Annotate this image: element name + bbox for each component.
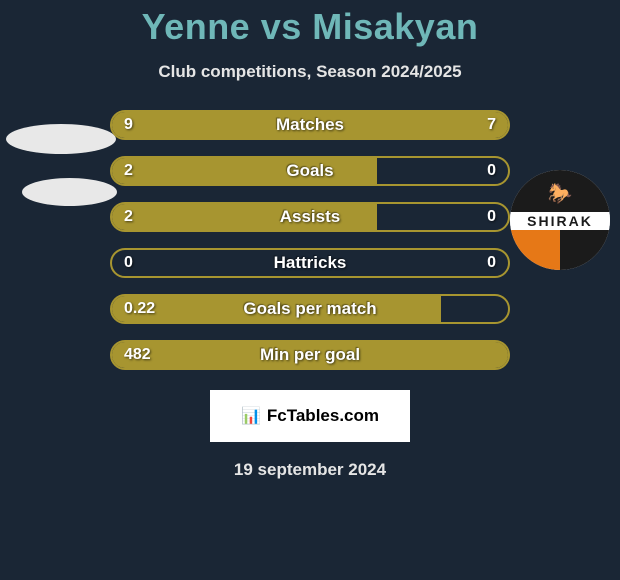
bar-value-right: 0 [487, 254, 496, 272]
source-attribution: 📊 FcTables.com [210, 390, 410, 442]
bar-label: Min per goal [112, 345, 508, 365]
bar-label: Hattricks [112, 253, 508, 273]
bars-container: Matches97Goals20Assists20Hattricks00Goal… [110, 110, 510, 370]
bar-value-left: 2 [124, 208, 133, 226]
source-label: FcTables.com [267, 406, 379, 426]
stat-bar: Matches9 7 [110, 110, 510, 140]
stat-bar: Hattricks0 0 [110, 248, 510, 278]
subtitle: Club competitions, Season 2024/2025 [158, 62, 461, 82]
bar-value-left: 482 [124, 346, 151, 364]
chart-area: Matches97Goals20Assists20Hattricks00Goal… [0, 110, 620, 370]
bar-value-right: 0 [487, 162, 496, 180]
stat-bar: Goals per match0.22 [110, 294, 510, 324]
bar-label: Goals per match [112, 299, 508, 319]
stat-bar: Assists2 0 [110, 202, 510, 232]
date-label: 19 september 2024 [234, 460, 386, 480]
bar-value-right: 0 [487, 208, 496, 226]
bar-value-right: 7 [487, 116, 496, 134]
chart-icon: 📊 [241, 406, 261, 426]
infographic-root: Yenne vs Misakyan Club competitions, Sea… [0, 0, 620, 580]
bar-value-left: 2 [124, 162, 133, 180]
bar-value-left: 0 [124, 254, 133, 272]
bar-value-left: 0.22 [124, 300, 155, 318]
bar-value-left: 9 [124, 116, 133, 134]
stat-bar: Min per goal482 [110, 340, 510, 370]
page-title: Yenne vs Misakyan [142, 6, 479, 48]
bar-label: Matches [112, 115, 508, 135]
stat-bar: Goals2 0 [110, 156, 510, 186]
bar-label: Goals [112, 161, 508, 181]
bar-label: Assists [112, 207, 508, 227]
